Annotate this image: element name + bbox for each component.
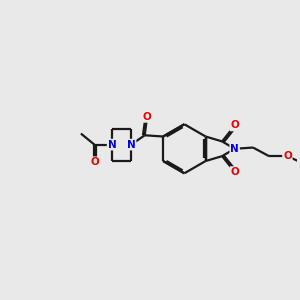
Text: N: N: [108, 140, 116, 150]
Text: O: O: [143, 112, 152, 122]
Text: N: N: [230, 144, 239, 154]
Text: O: O: [90, 157, 99, 167]
Text: O: O: [230, 121, 239, 130]
Text: O: O: [230, 167, 239, 177]
Text: O: O: [283, 151, 292, 161]
Text: N: N: [127, 140, 136, 150]
